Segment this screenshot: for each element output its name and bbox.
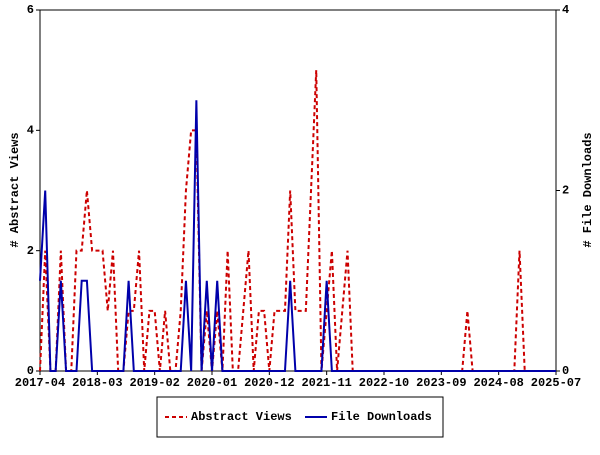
y2-tick-label: 4 <box>562 3 569 17</box>
series-line <box>39 100 556 372</box>
x-tick-label: 2019-02 <box>129 376 179 390</box>
y2-tick-label: 0 <box>562 364 569 378</box>
y-tick-label: 6 <box>27 3 34 17</box>
x-tick-label: 2017-04 <box>15 376 65 390</box>
y2-axis-title: # File Downloads <box>581 132 595 247</box>
y-tick-label: 2 <box>27 244 34 258</box>
y-axis-title: # Abstract Views <box>8 132 22 247</box>
x-tick-label: 2023-09 <box>416 376 466 390</box>
y-tick-label: 0 <box>27 364 34 378</box>
x-tick-label: 2018-03 <box>72 376 122 390</box>
x-tick-label: 2021-11 <box>301 376 351 390</box>
y-tick-label: 4 <box>27 124 34 138</box>
legend-label: File Downloads <box>331 410 432 424</box>
legend <box>156 396 444 438</box>
x-tick-label: 2025-07 <box>531 376 581 390</box>
x-tick-label: 2024-08 <box>473 376 523 390</box>
x-tick-label: 2022-10 <box>359 376 409 390</box>
y2-tick-label: 2 <box>562 184 569 198</box>
x-tick-label: 2020-01 <box>187 376 237 390</box>
x-tick-label: 2020-12 <box>244 376 294 390</box>
plot-frame <box>39 9 557 372</box>
series-line <box>39 70 556 372</box>
legend-label: Abstract Views <box>191 410 292 424</box>
